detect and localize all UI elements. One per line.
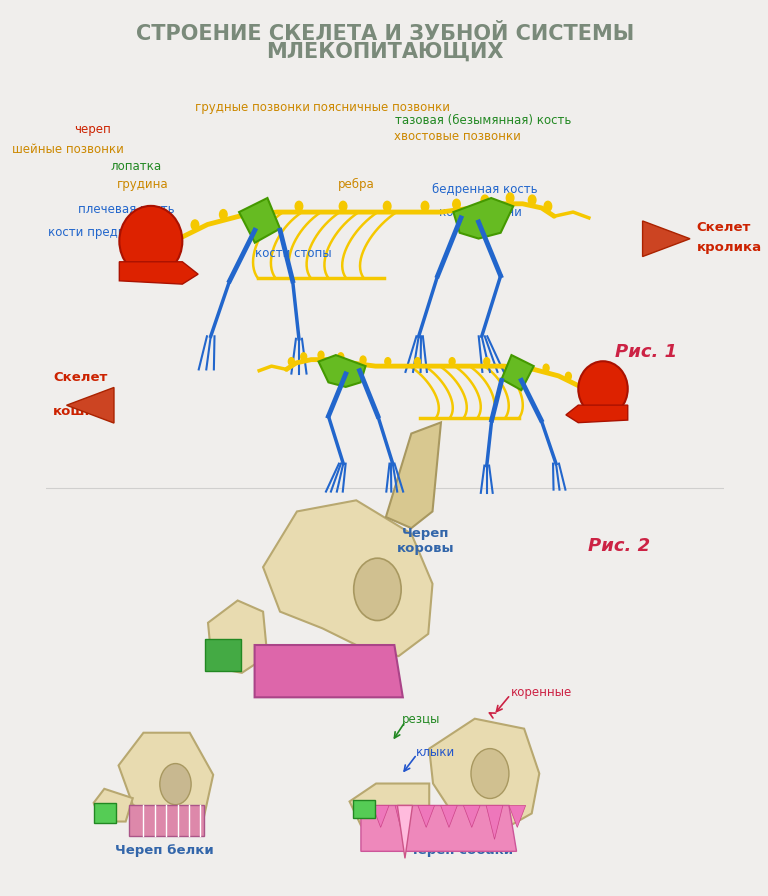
Text: плечевая кость: плечевая кость: [78, 202, 175, 216]
Text: хвостовые позвонки: хвостовые позвонки: [394, 130, 521, 142]
Bar: [94, 803, 117, 823]
Circle shape: [453, 199, 460, 209]
Text: резцы: резцы: [402, 713, 440, 726]
Polygon shape: [263, 500, 432, 656]
Circle shape: [191, 220, 199, 230]
Polygon shape: [463, 806, 480, 827]
Circle shape: [339, 202, 347, 211]
Circle shape: [484, 358, 490, 366]
Polygon shape: [119, 262, 198, 284]
Text: кости предплечья: кости предплечья: [48, 226, 161, 239]
Circle shape: [295, 202, 303, 211]
Polygon shape: [395, 806, 412, 840]
Circle shape: [354, 558, 401, 621]
Text: Череп собаки: Череп собаки: [406, 844, 513, 857]
Text: грудные позвонки: грудные позвонки: [195, 101, 310, 115]
Text: кости голени: кости голени: [439, 206, 522, 220]
Circle shape: [383, 202, 391, 211]
Circle shape: [481, 195, 488, 205]
Text: череп: череп: [74, 123, 111, 135]
Text: грудина: грудина: [117, 178, 168, 191]
Text: Скелет: Скелет: [53, 371, 108, 383]
Text: бедренная кость: бедренная кость: [432, 183, 538, 196]
Circle shape: [254, 203, 262, 213]
Polygon shape: [453, 198, 513, 238]
Circle shape: [528, 195, 536, 205]
Bar: [206, 640, 241, 670]
Polygon shape: [509, 806, 525, 827]
Circle shape: [220, 210, 227, 220]
Polygon shape: [129, 805, 204, 836]
Text: кролика: кролика: [697, 241, 762, 254]
Polygon shape: [502, 355, 534, 390]
Circle shape: [160, 763, 191, 805]
Text: кошки: кошки: [53, 405, 104, 418]
Polygon shape: [566, 405, 627, 423]
Text: Череп
коровы: Череп коровы: [397, 528, 455, 556]
Polygon shape: [239, 198, 280, 243]
Circle shape: [543, 364, 549, 372]
Text: тазовая (безымянная) кость: тазовая (безымянная) кость: [395, 114, 571, 127]
Polygon shape: [397, 806, 412, 858]
Polygon shape: [429, 719, 539, 829]
Text: клыки: клыки: [415, 746, 455, 759]
Polygon shape: [643, 221, 690, 256]
Text: Рис. 2: Рис. 2: [588, 537, 650, 555]
Text: кости стопы: кости стопы: [255, 247, 332, 261]
Circle shape: [449, 358, 455, 366]
Polygon shape: [361, 806, 517, 851]
Text: коренные: коренные: [511, 686, 571, 700]
Polygon shape: [441, 806, 457, 827]
Circle shape: [385, 358, 391, 366]
Text: СТРОЕНИЕ СКЕЛЕТА И ЗУБНОЙ СИСТЕМЫ: СТРОЕНИЕ СКЕЛЕТА И ЗУБНОЙ СИСТЕМЫ: [136, 24, 634, 44]
Polygon shape: [349, 783, 429, 825]
Circle shape: [415, 358, 420, 366]
Circle shape: [421, 202, 429, 211]
Polygon shape: [386, 422, 441, 528]
Circle shape: [544, 202, 551, 211]
Circle shape: [565, 373, 571, 380]
Polygon shape: [67, 387, 114, 423]
Polygon shape: [255, 645, 403, 697]
Circle shape: [516, 359, 522, 367]
Ellipse shape: [578, 361, 627, 417]
Bar: [353, 800, 375, 818]
Circle shape: [506, 193, 514, 203]
Polygon shape: [208, 600, 267, 673]
Circle shape: [471, 749, 509, 798]
Polygon shape: [319, 355, 366, 387]
Text: Череп белки: Череп белки: [115, 844, 214, 857]
Polygon shape: [94, 788, 133, 822]
Polygon shape: [372, 806, 389, 827]
Text: поясничные позвонки: поясничные позвонки: [313, 101, 450, 115]
Polygon shape: [486, 806, 503, 840]
Polygon shape: [418, 806, 435, 827]
Text: шейные позвонки: шейные позвонки: [12, 143, 124, 156]
Text: лопатка: лопатка: [111, 160, 161, 173]
Circle shape: [288, 358, 294, 366]
Circle shape: [301, 353, 306, 360]
Circle shape: [338, 353, 344, 360]
Polygon shape: [118, 733, 214, 826]
Circle shape: [318, 351, 324, 359]
Text: МЛЕКОПИТАЮЩИХ: МЛЕКОПИТАЮЩИХ: [266, 42, 504, 62]
Text: Скелет: Скелет: [697, 220, 751, 234]
Text: Рис. 1: Рис. 1: [615, 343, 677, 361]
Circle shape: [360, 356, 366, 364]
Text: ребра: ребра: [338, 178, 374, 191]
Ellipse shape: [119, 206, 182, 276]
